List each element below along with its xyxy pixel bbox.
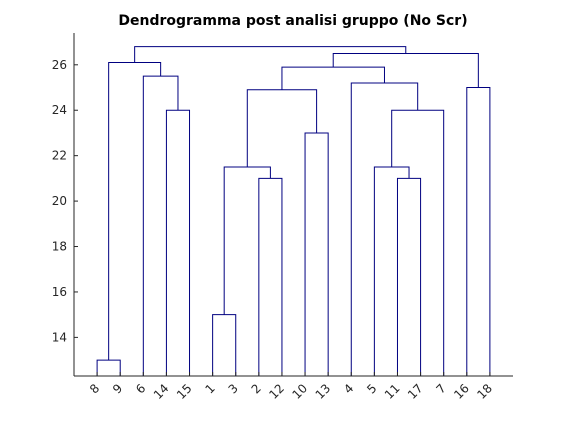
leaf-label: 11 bbox=[382, 381, 403, 402]
y-tick-label: 14 bbox=[52, 330, 67, 344]
leaf-label: 12 bbox=[266, 381, 287, 402]
dendrogram-link bbox=[142, 75, 179, 376]
axes bbox=[73, 33, 513, 377]
leaf-label: 18 bbox=[474, 381, 495, 402]
leaf-label: 6 bbox=[133, 381, 148, 396]
y-tick-label: 22 bbox=[52, 149, 67, 163]
leaf-label: 17 bbox=[405, 381, 426, 402]
dendrogram-link bbox=[165, 109, 191, 376]
dendrogram-link bbox=[134, 46, 407, 63]
leaf-label: 16 bbox=[451, 381, 472, 402]
leaf-label: 15 bbox=[174, 381, 195, 402]
dendrogram-link bbox=[96, 359, 121, 376]
dendrogram-link bbox=[258, 177, 283, 376]
dendrogram-link bbox=[304, 132, 329, 376]
dendrogram-link bbox=[373, 166, 410, 376]
leaf-label: 3 bbox=[226, 381, 241, 396]
leaf-label: 4 bbox=[341, 381, 356, 396]
dendrogram-link bbox=[391, 109, 445, 376]
y-tick-label: 26 bbox=[52, 58, 67, 72]
y-tick-label: 16 bbox=[52, 285, 67, 299]
dendrogram-link bbox=[212, 314, 237, 376]
dendrogram-link bbox=[281, 66, 385, 90]
dendrogram-link bbox=[223, 166, 271, 315]
dendrogram-link bbox=[108, 62, 162, 361]
y-tick-label: 18 bbox=[52, 240, 67, 254]
dendrogram-link bbox=[396, 177, 422, 376]
y-axis-ticks: 14 16 18 20 22 24 26 bbox=[52, 58, 78, 344]
dendrogram-link bbox=[246, 89, 318, 168]
leaf-label: 2 bbox=[249, 381, 264, 396]
y-tick-label: 24 bbox=[52, 103, 67, 117]
leaf-label: 5 bbox=[364, 381, 379, 396]
leaf-label: 9 bbox=[110, 381, 125, 396]
leaf-label: 13 bbox=[313, 381, 334, 402]
leaf-label: 7 bbox=[434, 381, 449, 396]
chart-title: Dendrogramma post analisi gruppo (No Scr… bbox=[118, 13, 467, 29]
leaf-label: 8 bbox=[87, 381, 102, 396]
leaf-label: 14 bbox=[151, 381, 172, 402]
leaf-label: 10 bbox=[289, 381, 310, 402]
dendrogram-link bbox=[350, 82, 419, 376]
dendrogram-links bbox=[96, 46, 491, 376]
y-tick-label: 20 bbox=[52, 194, 67, 208]
dendrogram-link bbox=[332, 52, 479, 88]
leaf-label: 1 bbox=[202, 381, 217, 396]
dendrogram-link bbox=[466, 87, 491, 376]
